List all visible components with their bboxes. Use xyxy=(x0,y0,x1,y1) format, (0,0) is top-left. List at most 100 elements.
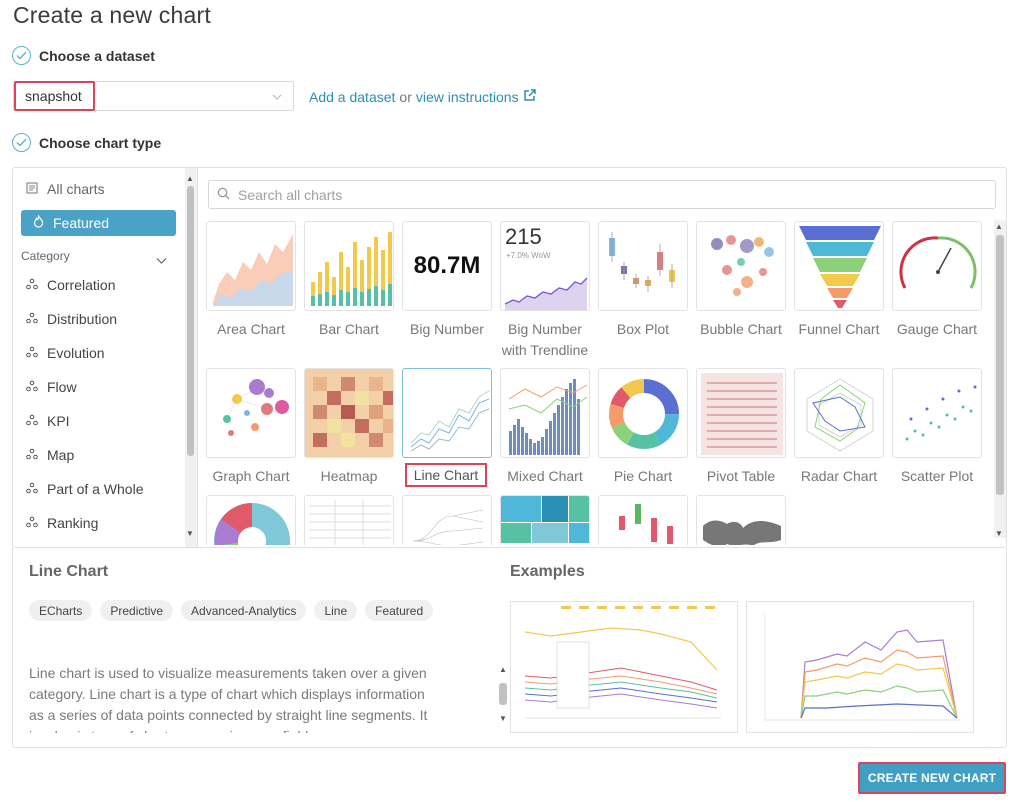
create-new-chart-button[interactable]: CREATE NEW CHART xyxy=(858,762,1006,794)
step-label: Choose a dataset xyxy=(39,47,155,64)
thumb-tree-chart[interactable] xyxy=(402,495,492,545)
thumb-bar-chart[interactable] xyxy=(304,221,394,311)
or-text: or xyxy=(399,88,412,105)
all-charts-icon xyxy=(26,181,38,197)
scroll-up-icon[interactable]: ▲ xyxy=(499,665,507,674)
category-icon xyxy=(26,413,38,429)
scroll-down-icon[interactable]: ▼ xyxy=(995,529,1003,538)
trendline-sub: +7.0% WoW xyxy=(506,251,551,260)
tag-echarts: ECharts xyxy=(29,600,93,621)
chart-label-big-number[interactable]: Big Number xyxy=(410,321,484,337)
thumb-world-map[interactable] xyxy=(696,495,786,545)
chart-label-scatter[interactable]: Scatter Plot xyxy=(900,468,974,484)
thumb-sunburst[interactable] xyxy=(206,495,296,545)
fire-icon xyxy=(33,213,44,231)
thumb-graph-chart[interactable] xyxy=(206,368,296,458)
sidebar-item-part-of-a-whole[interactable]: Part of a Whole xyxy=(26,481,144,497)
scroll-down-icon[interactable]: ▼ xyxy=(186,529,194,538)
dataset-select[interactable]: snapshot xyxy=(13,81,294,111)
chevron-down-icon[interactable] xyxy=(156,252,167,270)
tag-list: ECharts Predictive Advanced-Analytics Li… xyxy=(29,600,449,621)
dataset-selected-value[interactable]: snapshot xyxy=(14,81,95,111)
thumb-bubble-chart[interactable] xyxy=(696,221,786,311)
sidebar-item-featured[interactable]: Featured xyxy=(21,210,176,236)
chart-label-pivot-table[interactable]: Pivot Table xyxy=(706,468,776,484)
view-instructions-link[interactable]: view instructions xyxy=(415,88,519,105)
sidebar-item-flow[interactable]: Flow xyxy=(26,379,77,395)
thumb-area-chart[interactable] xyxy=(206,221,296,311)
chart-label-big-number-trendline[interactable]: Big Number with Trendline xyxy=(501,321,589,358)
thumb-box-plot[interactable] xyxy=(598,221,688,311)
chart-label-bar[interactable]: Bar Chart xyxy=(319,321,379,337)
scroll-up-icon[interactable]: ▲ xyxy=(186,174,194,183)
search-icon xyxy=(217,187,230,203)
example-image-1[interactable] xyxy=(510,601,738,733)
category-icon xyxy=(26,345,38,361)
chart-search[interactable]: Search all charts xyxy=(208,180,996,209)
step-label: Choose chart type xyxy=(39,134,162,151)
sidebar-item-evolution[interactable]: Evolution xyxy=(26,345,105,361)
thumb-mixed-chart[interactable] xyxy=(500,368,590,458)
sidebar-item-label: All charts xyxy=(47,181,105,197)
thumb-big-number[interactable]: 80.7M xyxy=(402,221,492,311)
thumb-line-chart[interactable] xyxy=(402,368,492,458)
tag-line: Line xyxy=(314,600,358,621)
check-circle-icon xyxy=(12,46,31,65)
sidebar-item-label: Correlation xyxy=(47,277,116,293)
thumb-funnel-chart[interactable] xyxy=(794,221,884,311)
thumb-table[interactable] xyxy=(304,495,394,545)
chart-label-area[interactable]: Area Chart xyxy=(217,321,285,337)
thumb-heatmap[interactable] xyxy=(304,368,394,458)
thumb-waterfall[interactable] xyxy=(598,495,688,545)
scroll-down-icon[interactable]: ▼ xyxy=(499,714,507,723)
check-circle-icon xyxy=(12,133,31,152)
sidebar-item-label: Featured xyxy=(53,215,110,231)
sidebar-item-all-charts[interactable]: All charts xyxy=(26,181,105,197)
chart-label-gauge[interactable]: Gauge Chart xyxy=(896,321,978,337)
trendline-value: 215 xyxy=(505,224,542,249)
search-input[interactable]: Search all charts xyxy=(238,186,343,203)
category-icon xyxy=(26,481,38,497)
thumb-radar-chart[interactable] xyxy=(794,368,884,458)
chart-label-line[interactable]: Line Chart xyxy=(405,463,487,487)
thumb-gauge-chart[interactable] xyxy=(892,221,982,311)
chart-label-box-plot[interactable]: Box Plot xyxy=(616,321,670,337)
chart-label-graph[interactable]: Graph Chart xyxy=(212,468,290,484)
sidebar-item-label: Distribution xyxy=(47,311,118,327)
sidebar-item-distribution[interactable]: Distribution xyxy=(26,311,117,327)
gallery-scroll-thumb[interactable] xyxy=(996,235,1004,495)
sidebar-item-correlation[interactable]: Correlation xyxy=(26,277,115,293)
chart-label-funnel[interactable]: Funnel Chart xyxy=(798,321,880,337)
thumb-pivot-table[interactable] xyxy=(696,368,786,458)
example-image-2[interactable] xyxy=(746,601,974,733)
add-dataset-link[interactable]: Add a dataset xyxy=(309,88,396,105)
detail-title: Line Chart xyxy=(29,563,109,580)
chart-label-pie[interactable]: Pie Chart xyxy=(613,468,673,484)
chart-sidebar: All charts Featured Category Correlation… xyxy=(13,168,198,547)
sidebar-item-ranking[interactable]: Ranking xyxy=(26,515,98,531)
sidebar-scroll-thumb[interactable] xyxy=(187,186,194,456)
scroll-up-icon[interactable]: ▲ xyxy=(995,222,1003,231)
sidebar-item-kpi[interactable]: KPI xyxy=(26,413,70,429)
category-icon xyxy=(26,311,38,327)
thumb-treemap[interactable] xyxy=(500,495,590,545)
chart-label-bubble[interactable]: Bubble Chart xyxy=(700,321,782,337)
sidebar-item-label: KPI xyxy=(47,413,70,429)
chevron-down-icon[interactable] xyxy=(271,90,283,108)
sidebar-item-map[interactable]: Map xyxy=(26,447,74,463)
thumb-big-number-trendline[interactable]: 215 +7.0% WoW xyxy=(500,221,590,311)
big-number-value: 80.7M xyxy=(413,252,481,279)
description-scroll-thumb[interactable] xyxy=(499,683,507,705)
tag-predictive: Predictive xyxy=(100,600,174,621)
external-link-icon[interactable] xyxy=(523,88,537,105)
thumb-scatter-plot[interactable] xyxy=(892,368,982,458)
tag-featured: Featured xyxy=(365,600,434,621)
chart-gallery: 80.7M 215 +7.0% WoW Area Chart Bar Chart… xyxy=(206,221,993,545)
category-icon xyxy=(26,447,38,463)
step-choose-dataset: Choose a dataset xyxy=(12,46,155,65)
chart-label-mixed[interactable]: Mixed Chart xyxy=(507,468,583,484)
thumb-pie-chart[interactable] xyxy=(598,368,688,458)
chart-label-radar[interactable]: Radar Chart xyxy=(800,468,878,484)
category-icon xyxy=(26,277,38,293)
chart-label-heatmap[interactable]: Heatmap xyxy=(320,468,378,484)
